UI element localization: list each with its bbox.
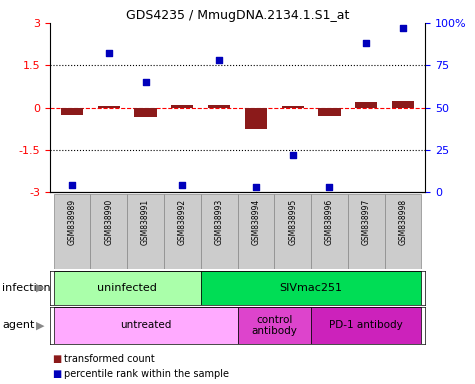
Point bbox=[105, 50, 113, 56]
Point bbox=[399, 25, 407, 31]
Bar bbox=[238, 307, 311, 344]
Title: GDS4235 / MmugDNA.2134.1.S1_at: GDS4235 / MmugDNA.2134.1.S1_at bbox=[126, 9, 349, 22]
Text: GSM838989: GSM838989 bbox=[67, 199, 76, 245]
Bar bbox=[134, 108, 157, 118]
Text: GSM838996: GSM838996 bbox=[325, 199, 334, 245]
Text: GSM838997: GSM838997 bbox=[362, 199, 371, 245]
Bar bbox=[311, 307, 421, 344]
Point bbox=[179, 182, 186, 188]
Bar bbox=[90, 194, 127, 269]
Bar bbox=[274, 194, 311, 269]
Point bbox=[142, 79, 149, 85]
Text: SIVmac251: SIVmac251 bbox=[280, 283, 342, 293]
Bar bbox=[245, 108, 267, 129]
Bar bbox=[127, 194, 164, 269]
Text: ■: ■ bbox=[52, 354, 61, 364]
Bar bbox=[238, 194, 274, 269]
Point bbox=[326, 184, 333, 190]
Point bbox=[289, 152, 296, 158]
Text: percentile rank within the sample: percentile rank within the sample bbox=[64, 369, 229, 379]
Text: GSM838998: GSM838998 bbox=[399, 199, 408, 245]
Bar bbox=[54, 307, 238, 344]
Bar bbox=[318, 108, 341, 116]
Text: agent: agent bbox=[2, 320, 35, 331]
Bar bbox=[311, 194, 348, 269]
Text: control
antibody: control antibody bbox=[251, 314, 297, 336]
Bar bbox=[208, 105, 230, 108]
Bar bbox=[54, 271, 201, 305]
Text: GSM838994: GSM838994 bbox=[251, 199, 260, 245]
Point bbox=[252, 184, 260, 190]
Text: transformed count: transformed count bbox=[64, 354, 155, 364]
Point bbox=[362, 40, 370, 46]
Bar bbox=[171, 105, 193, 108]
Text: GSM838990: GSM838990 bbox=[104, 199, 113, 245]
Text: GSM838995: GSM838995 bbox=[288, 199, 297, 245]
Point bbox=[68, 182, 76, 188]
Text: uninfected: uninfected bbox=[97, 283, 157, 293]
Text: ▶: ▶ bbox=[36, 283, 45, 293]
Text: ■: ■ bbox=[52, 369, 61, 379]
Text: ▶: ▶ bbox=[36, 320, 45, 331]
Bar bbox=[61, 108, 83, 116]
Bar bbox=[164, 194, 201, 269]
Bar bbox=[201, 271, 421, 305]
Point bbox=[215, 57, 223, 63]
Text: GSM838992: GSM838992 bbox=[178, 199, 187, 245]
Text: untreated: untreated bbox=[120, 320, 171, 331]
Text: GSM838993: GSM838993 bbox=[215, 199, 224, 245]
Text: infection: infection bbox=[2, 283, 51, 293]
Text: GSM838991: GSM838991 bbox=[141, 199, 150, 245]
Bar bbox=[392, 101, 414, 108]
Bar bbox=[385, 194, 421, 269]
Bar bbox=[348, 194, 385, 269]
Bar bbox=[98, 106, 120, 108]
Bar bbox=[201, 194, 238, 269]
Text: PD-1 antibody: PD-1 antibody bbox=[329, 320, 403, 331]
Bar bbox=[282, 106, 304, 108]
Bar bbox=[355, 103, 377, 108]
Bar bbox=[54, 194, 90, 269]
